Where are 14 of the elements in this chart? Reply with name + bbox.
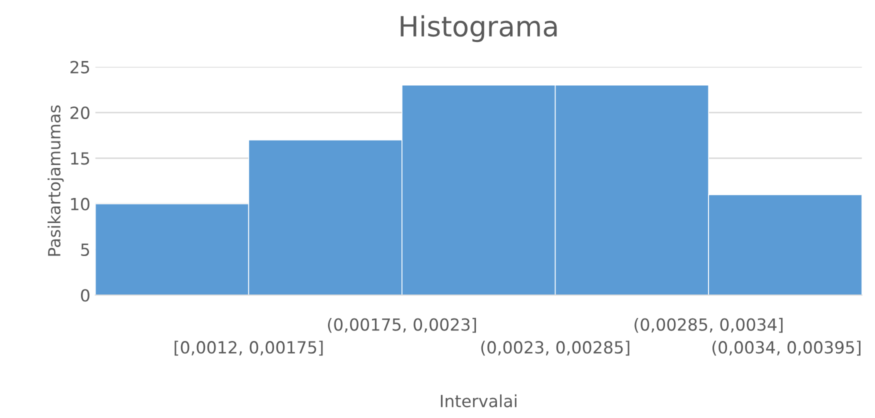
x-tick-label: [0,0012, 0,00175] [174, 340, 323, 356]
x-tick-label: (0,0034, 0,00395] [712, 340, 860, 356]
y-tick-label: 10 [71, 198, 90, 210]
y-tick-label: 15 [71, 152, 90, 165]
y-tick-label: 5 [81, 244, 90, 256]
chart-title: Histograma [400, 15, 557, 42]
y-axis-title: Pasikartojamumas [48, 105, 64, 256]
y-tick-label: 20 [70, 106, 90, 120]
x-tick-label: (0,0023, 0,00285] [481, 340, 630, 356]
x-axis-title: Intervalai [440, 394, 516, 408]
y-tick-label: 25 [70, 60, 90, 74]
x-tick-label: (0,00175, 0,0023] [328, 318, 476, 333]
y-tick-label: 0 [81, 289, 90, 302]
x-tick-label: (0,00285, 0,0034] [634, 318, 783, 333]
